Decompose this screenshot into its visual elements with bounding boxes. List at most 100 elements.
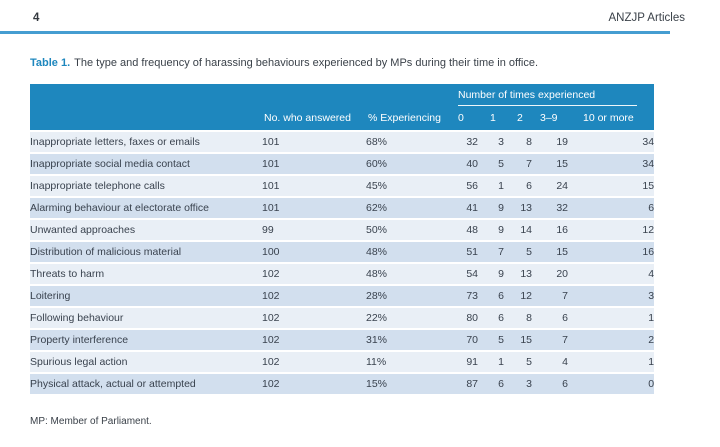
answered-cell: 99 <box>262 219 366 241</box>
behaviour-cell: Spurious legal action <box>30 351 262 373</box>
times-1-cell: 5 <box>478 153 504 175</box>
experiencing-cell: 15% <box>366 373 450 395</box>
table-row: Inappropriate telephone calls 101 45% 56 1 6 2… <box>30 175 655 197</box>
answered-cell: 101 <box>262 175 366 197</box>
behaviour-cell: Following behaviour <box>30 307 262 329</box>
behaviour-cell: Distribution of malicious material <box>30 241 262 263</box>
table-row: Unwanted approaches 99 50% 48 9 14 16 12 <box>30 219 655 241</box>
behaviour-cell: Property interference <box>30 329 262 351</box>
answered-cell: 100 <box>262 241 366 263</box>
experiencing-cell: 60% <box>366 153 450 175</box>
times-3-9-cell: 24 <box>532 175 568 197</box>
times-2-cell: 12 <box>504 285 532 307</box>
answered-cell: 101 <box>262 131 366 153</box>
behaviour-cell: Unwanted approaches <box>30 219 262 241</box>
times-10plus-cell: 16 <box>568 241 655 263</box>
times-0-cell: 32 <box>450 131 478 153</box>
times-2-cell: 3 <box>504 373 532 395</box>
times-2-cell: 13 <box>504 197 532 219</box>
table-caption: Table 1. The type and frequency of harass… <box>30 56 680 70</box>
column-header-times-10plus: 10 or more <box>568 106 655 132</box>
table-row: Following behaviour 102 22% 80 6 8 6 1 <box>30 307 655 329</box>
times-1-cell: 6 <box>478 307 504 329</box>
times-3-9-cell: 15 <box>532 241 568 263</box>
table-column-header-row: No. who answered % Experiencing 0 1 2 3–… <box>30 106 655 132</box>
times-3-9-cell: 6 <box>532 307 568 329</box>
table-caption-text: The type and frequency of harassing beha… <box>74 57 539 69</box>
table-row: Distribution of malicious material 100 48%… <box>30 241 655 263</box>
times-1-cell: 6 <box>478 373 504 395</box>
times-0-cell: 73 <box>450 285 478 307</box>
table-footnote: MP: Member of Parliament. <box>30 416 152 427</box>
times-2-cell: 6 <box>504 175 532 197</box>
header-rule <box>0 31 670 34</box>
times-2-cell: 5 <box>504 351 532 373</box>
experiencing-cell: 50% <box>366 219 450 241</box>
times-1-cell: 3 <box>478 131 504 153</box>
times-2-cell: 14 <box>504 219 532 241</box>
table-row: Physical attack, actual or attempted 102 1… <box>30 373 655 395</box>
times-10plus-cell: 15 <box>568 175 655 197</box>
experiencing-cell: 48% <box>366 263 450 285</box>
column-header-times-3-9: 3–9 <box>532 106 568 132</box>
table-row: Spurious legal action 102 11% 91 1 5 4 1 <box>30 351 655 373</box>
table-body: Inappropriate letters, faxes or emails 10… <box>30 131 655 395</box>
times-10plus-cell: 12 <box>568 219 655 241</box>
column-header-times-1: 1 <box>478 106 504 132</box>
table-row: Alarming behaviour at electorate office 1… <box>30 197 655 219</box>
behaviour-cell: Inappropriate telephone calls <box>30 175 262 197</box>
times-3-9-cell: 32 <box>532 197 568 219</box>
times-10plus-cell: 34 <box>568 153 655 175</box>
experiencing-cell: 45% <box>366 175 450 197</box>
times-10plus-cell: 1 <box>568 351 655 373</box>
behaviour-cell: Inappropriate social media contact <box>30 153 262 175</box>
column-header-behaviour <box>30 106 262 132</box>
times-10plus-cell: 6 <box>568 197 655 219</box>
answered-cell: 101 <box>262 153 366 175</box>
answered-cell: 102 <box>262 351 366 373</box>
times-1-cell: 7 <box>478 241 504 263</box>
times-1-cell: 1 <box>478 351 504 373</box>
column-header-answered: No. who answered <box>262 106 366 132</box>
experiencing-cell: 28% <box>366 285 450 307</box>
answered-cell: 102 <box>262 307 366 329</box>
experiencing-cell: 11% <box>366 351 450 373</box>
behaviour-cell: Threats to harm <box>30 263 262 285</box>
times-1-cell: 9 <box>478 197 504 219</box>
answered-cell: 102 <box>262 373 366 395</box>
times-1-cell: 9 <box>478 263 504 285</box>
times-3-9-cell: 19 <box>532 131 568 153</box>
times-3-9-cell: 6 <box>532 373 568 395</box>
times-3-9-cell: 15 <box>532 153 568 175</box>
times-0-cell: 87 <box>450 373 478 395</box>
times-3-9-cell: 7 <box>532 329 568 351</box>
times-0-cell: 54 <box>450 263 478 285</box>
times-0-cell: 56 <box>450 175 478 197</box>
group-header-spacer <box>30 84 450 106</box>
experiencing-cell: 48% <box>366 241 450 263</box>
column-header-times-2: 2 <box>504 106 532 132</box>
table-row: Inappropriate letters, faxes or emails 10… <box>30 131 655 153</box>
times-2-cell: 13 <box>504 263 532 285</box>
times-0-cell: 40 <box>450 153 478 175</box>
times-1-cell: 6 <box>478 285 504 307</box>
table-group-header-row: Number of times experienced <box>30 84 655 106</box>
times-2-cell: 8 <box>504 131 532 153</box>
times-2-cell: 7 <box>504 153 532 175</box>
times-0-cell: 91 <box>450 351 478 373</box>
table-row: Inappropriate social media contact 101 60%… <box>30 153 655 175</box>
times-3-9-cell: 20 <box>532 263 568 285</box>
times-1-cell: 5 <box>478 329 504 351</box>
times-0-cell: 41 <box>450 197 478 219</box>
group-header-cell: Number of times experienced <box>450 84 655 106</box>
experiencing-cell: 31% <box>366 329 450 351</box>
times-10plus-cell: 0 <box>568 373 655 395</box>
behaviour-cell: Physical attack, actual or attempted <box>30 373 262 395</box>
answered-cell: 101 <box>262 197 366 219</box>
experiencing-cell: 68% <box>366 131 450 153</box>
table-row: Threats to harm 102 48% 54 9 13 20 4 <box>30 263 655 285</box>
answered-cell: 102 <box>262 329 366 351</box>
behaviour-cell: Alarming behaviour at electorate office <box>30 197 262 219</box>
times-10plus-cell: 3 <box>568 285 655 307</box>
